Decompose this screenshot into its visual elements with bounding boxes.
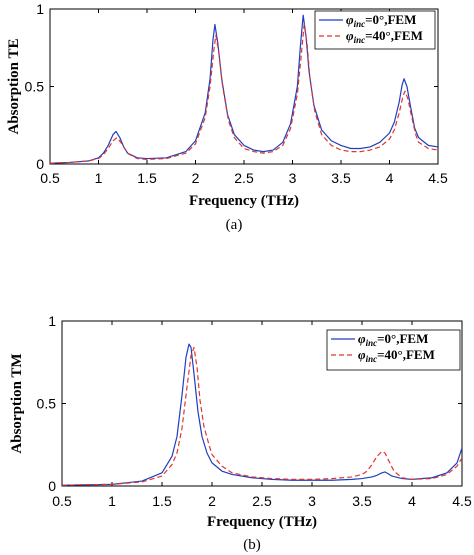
x-axis-label: Frequency (THz) bbox=[207, 514, 317, 530]
legend-rest: =40°,FEM bbox=[365, 28, 423, 43]
x-tick-label: 4.5 bbox=[428, 170, 448, 186]
series-line-phi-0 bbox=[62, 343, 462, 486]
legend-subscript: inc bbox=[366, 338, 378, 348]
y-tick-label: 0 bbox=[48, 478, 56, 494]
legend-subscript: inc bbox=[366, 354, 378, 364]
legend-rest: =0°,FEM bbox=[365, 12, 416, 27]
x-tick-label: 1.5 bbox=[152, 493, 172, 509]
x-tick-label: 1 bbox=[108, 493, 116, 509]
legend-box bbox=[314, 10, 436, 50]
x-tick-label: 3.5 bbox=[352, 493, 372, 509]
x-tick-label: 3 bbox=[289, 170, 297, 186]
legend-rest: =0°,FEM bbox=[377, 331, 428, 346]
legend-entry-phi-40: φinc=40°,FEM bbox=[358, 347, 435, 364]
legend-entry-phi-0: φinc=0°,FEM bbox=[346, 12, 416, 29]
x-axis-label: Frequency (THz) bbox=[189, 193, 299, 209]
x-tick-label: 2 bbox=[208, 493, 216, 509]
x-tick-label: 2.5 bbox=[234, 170, 254, 186]
legend-symbol: φ bbox=[346, 28, 354, 43]
x-tick-label: 2.5 bbox=[252, 493, 272, 509]
legend-symbol: φ bbox=[358, 331, 366, 346]
y-tick-label: 1 bbox=[36, 1, 44, 17]
y-tick-label: 1 bbox=[48, 313, 56, 329]
y-tick-label: 0.5 bbox=[25, 79, 45, 95]
y-tick-label: 0 bbox=[36, 156, 44, 172]
legend-subscript: inc bbox=[354, 19, 366, 29]
x-tick-label: 2 bbox=[192, 170, 200, 186]
legend-subscript: inc bbox=[354, 35, 366, 45]
panel-label: (a) bbox=[226, 217, 243, 233]
legend-symbol: φ bbox=[346, 12, 354, 27]
x-tick-label: 4 bbox=[408, 493, 416, 509]
legend-entry-phi-40: φinc=40°,FEM bbox=[346, 28, 423, 45]
y-tick-label: 0.5 bbox=[37, 396, 57, 412]
x-tick-label: 1.5 bbox=[137, 170, 157, 186]
panel-label: (b) bbox=[243, 537, 261, 553]
x-tick-label: 0.5 bbox=[52, 493, 72, 509]
x-tick-label: 4 bbox=[386, 170, 394, 186]
x-tick-label: 0.5 bbox=[40, 170, 60, 186]
series-line-phi-0 bbox=[50, 14, 438, 164]
y-axis-label: Absorption TE bbox=[6, 38, 22, 134]
y-axis-label: Absorption TM bbox=[9, 353, 25, 453]
series-line-phi-40 bbox=[50, 23, 438, 164]
x-tick-label: 3 bbox=[308, 493, 316, 509]
legend-box bbox=[326, 329, 461, 371]
x-tick-label: 3.5 bbox=[331, 170, 351, 186]
legend-rest: =40°,FEM bbox=[377, 347, 435, 362]
legend-entry-phi-0: φinc=0°,FEM bbox=[358, 331, 428, 348]
x-tick-label: 1 bbox=[95, 170, 103, 186]
x-tick-label: 4.5 bbox=[452, 493, 472, 509]
legend-symbol: φ bbox=[358, 347, 366, 362]
series-line-phi-40 bbox=[62, 346, 462, 486]
